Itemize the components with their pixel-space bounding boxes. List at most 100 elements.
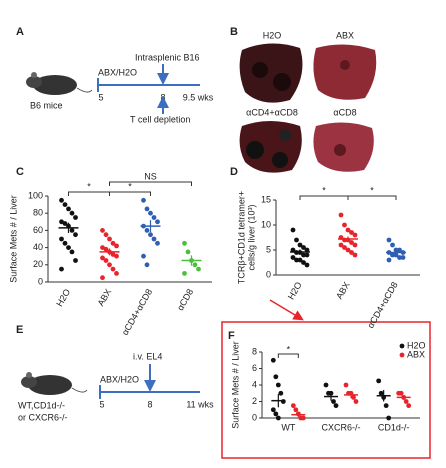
data-point — [151, 236, 157, 242]
data-point — [66, 245, 71, 251]
significance-label: * — [128, 181, 132, 191]
data-point — [144, 206, 150, 212]
data-point — [349, 240, 354, 245]
data-point — [352, 232, 358, 238]
data-point — [196, 266, 201, 272]
data-point — [393, 247, 399, 253]
data-point — [107, 262, 112, 268]
data-point — [378, 390, 384, 396]
timeline-tick: 5 — [99, 399, 104, 409]
data-point — [342, 222, 347, 228]
y-axis-label: Surface Mets # / Liver — [230, 341, 240, 429]
x-tick-label: αCD4+αCD8 — [120, 287, 154, 337]
timeline-tick: 9.5 wks — [183, 92, 214, 102]
photo-label: H2O — [263, 30, 282, 40]
data-point — [144, 262, 150, 268]
data-point — [273, 411, 279, 417]
data-point — [398, 390, 404, 396]
data-point — [73, 215, 78, 220]
data-point — [100, 228, 105, 233]
data-point — [304, 252, 310, 258]
data-point — [141, 197, 146, 203]
data-point — [182, 240, 187, 246]
data-point — [397, 255, 402, 260]
data-point — [403, 399, 409, 404]
y-tick-label: 5 — [266, 244, 271, 254]
data-point — [185, 249, 191, 255]
data-point — [300, 415, 306, 421]
data-point — [110, 240, 116, 246]
significance-label: * — [370, 185, 374, 195]
significance-label: * — [287, 344, 291, 354]
data-point — [59, 266, 64, 272]
significance-bracket — [109, 191, 151, 196]
data-point — [66, 206, 71, 212]
treatment: ABX/H2O — [100, 374, 139, 384]
legend-swatch — [399, 352, 405, 358]
data-point — [386, 257, 392, 263]
event: Intrasplenic B16 — [135, 52, 200, 62]
y-tick-label: 20 — [33, 259, 43, 269]
data-point — [297, 242, 303, 248]
data-point — [393, 252, 399, 258]
data-point — [353, 399, 359, 404]
panel-label: C — [16, 166, 24, 178]
data-point — [270, 357, 276, 363]
data-point — [390, 252, 395, 258]
significance-label: * — [87, 181, 91, 191]
data-point — [73, 258, 78, 263]
y-tick-label: 6 — [252, 363, 257, 373]
panel-label: E — [16, 324, 23, 336]
data-point — [62, 240, 68, 246]
significance-bracket — [68, 191, 110, 196]
data-point — [69, 249, 75, 255]
data-point — [301, 245, 306, 250]
data-point — [386, 415, 392, 421]
x-tick-label: CD1d-/- — [378, 422, 410, 432]
data-point — [273, 374, 279, 380]
panel-label: F — [228, 330, 235, 342]
depletion: T cell depletion — [130, 114, 190, 124]
y-tick-label: 100 — [28, 190, 43, 200]
data-point — [349, 230, 354, 235]
data-point — [301, 260, 306, 265]
y-tick-label: 0 — [38, 276, 43, 286]
y-axis-label: Surface Mets # / Liver — [8, 195, 18, 283]
photo-label: αCD8 — [333, 107, 356, 117]
panel-label: B — [230, 26, 238, 38]
y-tick-label: 8 — [252, 346, 257, 356]
y-tick-label: 10 — [261, 219, 271, 229]
data-point — [342, 245, 347, 250]
callout-arrow — [269, 299, 304, 321]
data-point — [107, 236, 112, 242]
data-point — [62, 202, 68, 208]
significance-label: NS — [144, 171, 157, 181]
data-point — [280, 399, 286, 404]
data-point — [148, 232, 153, 238]
subject: or CXCR6-/- — [18, 412, 68, 422]
data-point — [275, 382, 281, 388]
y-tick-label: 80 — [33, 208, 43, 218]
y-tick-label: 4 — [252, 379, 257, 389]
panel-label: A — [16, 26, 24, 38]
data-point — [103, 232, 109, 238]
data-point — [390, 242, 395, 248]
data-point — [345, 247, 351, 253]
data-point — [290, 403, 296, 409]
timeline-tick: 11 wks — [186, 399, 214, 409]
significance-bracket — [109, 181, 192, 186]
data-point — [62, 221, 68, 226]
data-point — [400, 255, 406, 260]
highlight-box — [221, 321, 431, 459]
data-point — [110, 266, 116, 272]
y-tick-label: 60 — [33, 225, 43, 235]
data-point — [155, 240, 160, 246]
y-axis-label: cells/g liver (10³) — [246, 204, 256, 270]
significance-label: * — [322, 185, 326, 195]
data-point — [114, 271, 119, 276]
data-point — [297, 257, 303, 263]
data-point — [345, 227, 351, 233]
liver-photos — [239, 43, 377, 173]
data-point — [376, 378, 382, 384]
data-point — [59, 197, 64, 203]
